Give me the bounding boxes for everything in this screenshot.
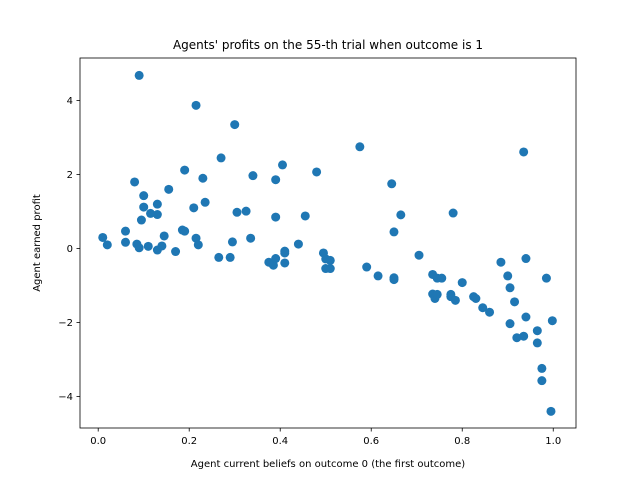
data-point [134,70,144,80]
data-point [225,252,235,262]
data-point [325,264,335,274]
data-point [312,167,322,177]
data-point [450,295,460,305]
data-point [241,206,251,216]
y-tick-label: −4 [58,392,73,403]
data-point [139,191,149,201]
y-tick-label: 4 [67,96,73,107]
y-axis-label: Agent earned profit [32,194,43,292]
data-point [541,273,551,283]
data-point [537,376,547,386]
data-point [180,165,190,175]
chart-title: Agents' profits on the 55-th trial when … [173,38,483,52]
data-point [546,406,556,416]
data-point [143,241,153,251]
data-point [134,243,144,253]
data-point [248,171,258,181]
data-point [448,208,458,218]
x-tick-label: 0.2 [181,436,197,447]
data-point [505,283,515,293]
data-point [136,215,146,225]
y-tick-label: 2 [67,170,73,181]
data-point [198,173,208,183]
data-point [146,208,156,218]
data-point [432,289,442,299]
x-tick-label: 0.6 [363,436,379,447]
data-point [521,312,531,322]
data-point [414,250,424,260]
data-point [157,241,167,251]
data-point [130,177,140,187]
data-point [200,197,210,207]
data-point [457,278,467,288]
data-point [521,254,531,264]
data-point [139,202,149,212]
data-point [271,212,281,222]
data-point [503,271,513,281]
data-point [437,273,447,283]
data-point [547,316,557,326]
data-point [293,239,303,249]
data-point [164,184,174,194]
data-point [519,331,529,341]
x-tick-label: 0.4 [272,436,288,447]
data-point [485,307,495,317]
data-point [280,258,290,268]
data-point [246,233,256,243]
data-point [471,294,481,303]
x-tick-label: 0.0 [90,436,106,447]
data-points [98,70,557,416]
x-axis-label: Agent current beliefs on outcome 0 (the … [191,459,465,470]
data-point [389,227,399,237]
data-point [496,257,506,267]
data-point [227,237,237,247]
data-point [193,240,203,250]
data-point [280,248,290,258]
data-point [232,207,242,217]
data-point [271,175,281,185]
data-point [159,231,169,241]
data-point [230,120,240,130]
x-axis-ticks: 0.0 0.2 0.4 0.6 0.8 1.0 [90,428,561,447]
data-point [325,255,335,265]
data-point [389,275,399,285]
x-tick-label: 0.8 [454,436,470,447]
data-point [152,199,162,209]
data-point [152,210,162,220]
data-point [189,203,199,213]
data-point [216,153,226,163]
data-point [300,211,310,221]
data-point [519,147,529,157]
data-point [532,338,542,348]
data-point [355,142,365,152]
data-point [510,297,520,307]
y-tick-label: 0 [67,244,73,255]
y-tick-label: −2 [58,318,73,329]
data-point [278,160,287,170]
data-point [171,247,181,257]
data-point [537,363,547,373]
data-point [396,210,406,220]
data-point [271,254,281,264]
data-point [478,303,488,313]
data-point [214,252,224,262]
data-point [512,333,522,343]
y-axis-ticks: −4 −2 0 2 4 [58,96,80,403]
plot-frame [79,57,577,429]
data-point [102,240,112,250]
plot-area [80,58,576,428]
data-point [362,262,372,272]
data-point [387,179,397,189]
data-point [121,237,130,247]
data-point [532,326,542,336]
data-point [180,226,190,236]
data-point [373,271,383,281]
data-point [191,100,201,110]
data-point [98,232,108,242]
x-tick-label: 1.0 [545,436,561,447]
data-point [121,226,130,236]
data-point [505,319,515,329]
